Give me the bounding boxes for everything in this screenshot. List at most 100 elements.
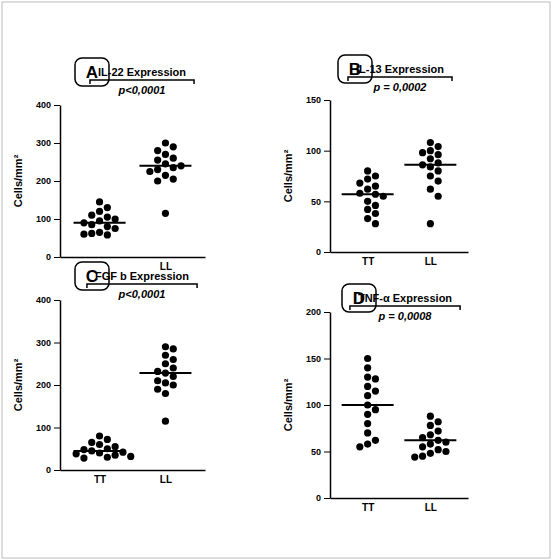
- data-point: [154, 177, 161, 184]
- data-point: [364, 440, 371, 447]
- data-point: [427, 413, 434, 420]
- data-point: [104, 214, 111, 221]
- x-axis-line: [331, 498, 469, 500]
- y-tick: 0: [316, 247, 330, 257]
- data-point: [427, 440, 434, 447]
- y-tick: 200: [36, 380, 60, 390]
- x-tick-label: TT: [362, 502, 374, 513]
- data-point: [162, 352, 169, 359]
- y-tick-label: 0: [316, 493, 321, 503]
- x-axis: TTLL: [331, 252, 469, 267]
- y-tick: 0: [46, 252, 60, 262]
- y-tick-label: 100: [306, 146, 321, 156]
- data-point: [96, 198, 103, 205]
- data-point: [364, 206, 371, 213]
- data-point: [170, 381, 177, 388]
- data-point: [372, 406, 379, 413]
- data-point: [427, 220, 434, 227]
- data-point: [112, 443, 119, 450]
- y-tick: 100: [36, 214, 60, 224]
- data-point: [170, 364, 177, 371]
- data-point: [364, 186, 371, 193]
- data-point: [88, 212, 95, 219]
- median-line: [342, 404, 394, 406]
- y-tick-mark: [54, 470, 60, 471]
- y-tick: 400: [36, 295, 60, 305]
- y-tick-mark: [324, 201, 330, 202]
- data-point: [419, 149, 426, 156]
- y-tick-label: 400: [36, 295, 51, 305]
- y-axis: 0100200300400: [36, 295, 61, 475]
- y-tick: 150: [306, 354, 330, 364]
- y-axis-title: Cells/mm²: [12, 154, 24, 207]
- p-value: p<0,0001: [118, 84, 166, 96]
- data-point: [435, 151, 442, 158]
- data-point: [104, 454, 111, 461]
- y-tick-label: 200: [36, 176, 51, 186]
- y-tick: 0: [46, 465, 60, 475]
- plot-area: [74, 139, 192, 238]
- y-tick-label: 300: [36, 338, 51, 348]
- y-tick-label: 200: [36, 380, 51, 390]
- y-axis-title: Cells/mm²: [282, 149, 294, 202]
- plot-area: [342, 139, 457, 227]
- data-point: [88, 439, 95, 446]
- data-point: [162, 172, 169, 179]
- data-point: [88, 230, 95, 237]
- median-line: [342, 193, 394, 195]
- x-tick: LL: [425, 498, 437, 513]
- data-point: [364, 383, 371, 390]
- y-axis-title: Cells/mm²: [282, 378, 294, 431]
- data-point: [442, 448, 449, 455]
- y-tick: 50: [311, 447, 330, 457]
- data-point: [427, 450, 434, 457]
- data-point: [104, 231, 111, 238]
- y-tick: 100: [306, 146, 330, 156]
- panel: DTNF-α Expressionp = 0,0008050100150200C…: [282, 284, 469, 513]
- data-point: [162, 379, 169, 386]
- data-point: [119, 449, 126, 456]
- y-tick-label: 50: [311, 447, 321, 457]
- title: FGF b Expression: [95, 270, 189, 282]
- data-point: [427, 172, 434, 179]
- data-point: [162, 418, 169, 425]
- data-point: [96, 208, 103, 215]
- data-point: [154, 157, 161, 164]
- y-tick-mark: [54, 219, 60, 220]
- x-axis: TTLL: [61, 470, 206, 485]
- y-tick: 300: [36, 338, 60, 348]
- data-point: [80, 446, 87, 453]
- x-tick-label: LL: [425, 502, 437, 513]
- y-tick: 50: [311, 197, 330, 207]
- data-point: [435, 143, 442, 150]
- data-point: [162, 210, 169, 217]
- y-tick-mark: [324, 452, 330, 453]
- data-point: [364, 364, 371, 371]
- data-point: [372, 375, 379, 382]
- data-point: [80, 455, 87, 462]
- y-tick-mark: [54, 105, 60, 106]
- data-point: [96, 441, 103, 448]
- data-point: [372, 172, 379, 179]
- data-point: [427, 186, 434, 193]
- y-axis: 050100150: [306, 95, 331, 257]
- x-tick: TT: [362, 498, 374, 513]
- data-point: [170, 155, 177, 162]
- panel-label: A: [86, 63, 98, 82]
- data-point: [372, 210, 379, 217]
- data-point: [364, 215, 371, 222]
- data-point: [364, 429, 371, 436]
- y-tick-label: 50: [311, 197, 321, 207]
- x-axis-line: [331, 252, 469, 254]
- median-line: [139, 372, 191, 374]
- data-point: [427, 422, 434, 429]
- data-point: [364, 374, 371, 381]
- y-tick-mark: [54, 143, 60, 144]
- data-point: [80, 231, 87, 238]
- data-point: [96, 432, 103, 439]
- data-point: [162, 390, 169, 397]
- data-point: [364, 175, 371, 182]
- y-tick-mark: [324, 312, 330, 313]
- data-point: [356, 190, 363, 197]
- y-tick: 100: [306, 400, 330, 410]
